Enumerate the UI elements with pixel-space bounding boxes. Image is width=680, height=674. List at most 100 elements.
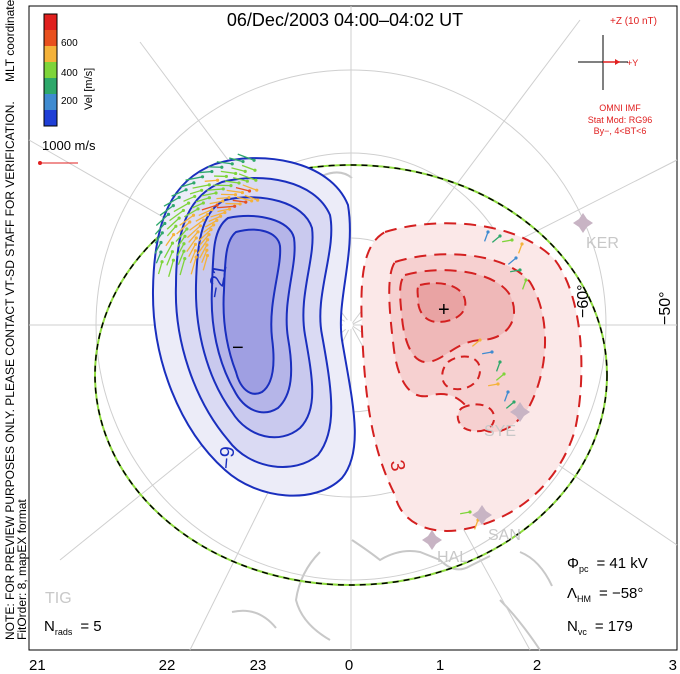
velocity-vector: [505, 401, 515, 409]
imf-y-label: +Y: [627, 58, 638, 68]
pole-marker: [343, 320, 353, 330]
velocity-vector: [195, 214, 208, 222]
velocity-vector: [495, 361, 501, 372]
velocity-vector-origin: [220, 165, 224, 169]
velocity-vector-origin: [191, 213, 196, 217]
colorbar-tick-400: 400: [61, 68, 78, 79]
velocity-vector-origin: [518, 268, 522, 272]
nvc-symbol: N: [567, 618, 578, 635]
velocity-vector-origin: [193, 249, 197, 253]
imf-scale-label: +Z (10 nT): [610, 16, 657, 27]
velocity-vector: [199, 170, 212, 174]
svg-text:Nrads= 5: Nrads = 5: [44, 618, 102, 637]
velocity-vector: [521, 279, 527, 290]
station-marker-ker: [573, 213, 593, 233]
station-labels: KER SYE SAN HAL TIG: [45, 235, 619, 607]
velocity-vector: [203, 224, 215, 233]
velocity-vector-origin: [490, 350, 494, 354]
velocity-vector: [192, 184, 210, 189]
velocity-vector: [495, 373, 505, 381]
mlt-tick-label: 22: [159, 657, 176, 674]
velocity-vector-origin: [172, 232, 176, 237]
velocity-vector: [179, 214, 194, 226]
velocity-vector-origin: [200, 175, 205, 179]
velocity-vector-origin: [193, 242, 198, 246]
velocity-vector-origin: [206, 238, 210, 242]
potential-max-marker: +: [438, 299, 450, 321]
velocity-vector: [229, 157, 244, 163]
velocity-vector-origin: [159, 240, 163, 245]
velocity-vector-origin: [194, 255, 198, 259]
velocity-vector: [154, 223, 166, 235]
velocity-vector-origin: [468, 510, 472, 514]
velocity-vector: [204, 219, 218, 228]
mlt-tick-label: 1: [436, 657, 444, 674]
velocity-vector-origin: [198, 224, 202, 228]
station-markers: [422, 213, 593, 550]
velocity-vector: [232, 199, 246, 203]
velocity-vector-origin: [210, 208, 214, 212]
velocity-vector: [201, 250, 208, 263]
velocity-vector: [236, 196, 252, 202]
colorbar-frame: [43, 13, 58, 127]
mlt-tick-label: 0: [345, 657, 353, 674]
velocity-vector-origin: [244, 200, 248, 204]
lambda-value: = −58°: [599, 585, 643, 602]
velocity-vector: [157, 261, 163, 275]
velocity-vector: [173, 202, 189, 213]
colorbar-cell: [44, 30, 57, 47]
imf-model: Stat Mod: RG96: [588, 115, 653, 125]
stat-lambda-hm: ΛHM = −58°: [567, 585, 643, 604]
velocity-vector-origin: [205, 253, 210, 258]
velocity-vector: [168, 260, 175, 277]
station-marker-san: [472, 505, 492, 525]
velocity-vector-origin: [478, 338, 482, 342]
phi-subscript: pc: [579, 564, 589, 574]
mlt-tick-label: 23: [250, 657, 267, 674]
velocity-vector-origin: [170, 241, 175, 245]
velocity-vector-origin: [160, 260, 164, 264]
imf-condition: By−, 4<BT<6: [594, 126, 647, 136]
velocity-vector: [197, 239, 209, 255]
velocity-vector-origin: [252, 158, 256, 162]
velocity-vector-origin: [223, 210, 227, 215]
velocity-vector: [201, 204, 218, 211]
potential-min-marker: −: [232, 337, 244, 359]
velocity-vector-origin: [224, 174, 228, 179]
velocity-vector: [155, 213, 169, 226]
velocity-vector-origin: [207, 196, 211, 200]
velocity-vector-origin: [221, 187, 225, 191]
colorbar-tick-600: 600: [61, 38, 78, 49]
velocity-vector-origin: [514, 256, 518, 260]
velocity-vector-origin: [254, 178, 258, 182]
imf-indicator: +Z (10 nT) +Y OMNI IMF Stat Mod: RG96 By…: [578, 16, 657, 136]
velocity-vector-origin: [193, 194, 197, 199]
velocity-vector: [171, 189, 187, 197]
hm-boundary: [94, 164, 608, 586]
colorbar-cell: [44, 62, 57, 79]
contour-label-3: 3: [385, 458, 409, 473]
velocity-vector: [460, 511, 471, 515]
station-marker-hal: [422, 530, 442, 550]
station-marker-sye: [510, 402, 530, 422]
velocity-colorbar: 600 400 200 Vel [m/s]: [43, 13, 95, 127]
velocity-vector: [163, 242, 174, 259]
mlt-tick-label: 3: [669, 657, 677, 674]
velocity-vector-origin: [227, 207, 232, 211]
lambda-symbol: Λ: [567, 585, 577, 602]
colorbar-label: Vel [m/s]: [83, 68, 95, 110]
velocity-vector-origin: [214, 191, 218, 195]
velocity-vector: [188, 231, 199, 243]
velocity-vector-origin: [498, 360, 502, 364]
velocity-vector: [488, 383, 499, 387]
svg-text:ΛHM= −58°: ΛHM = −58°: [567, 585, 643, 604]
velocity-vector: [210, 211, 226, 218]
velocity-vector: [241, 164, 256, 171]
velocity-vector: [237, 153, 255, 161]
lat-label-50: −50°: [657, 291, 674, 325]
velocity-vector-origin: [171, 258, 176, 262]
velocity-vector: [195, 197, 210, 203]
velocity-vector: [165, 234, 175, 247]
velocity-vector-origin: [183, 234, 187, 238]
colorbar-tick-200: 200: [61, 96, 78, 107]
